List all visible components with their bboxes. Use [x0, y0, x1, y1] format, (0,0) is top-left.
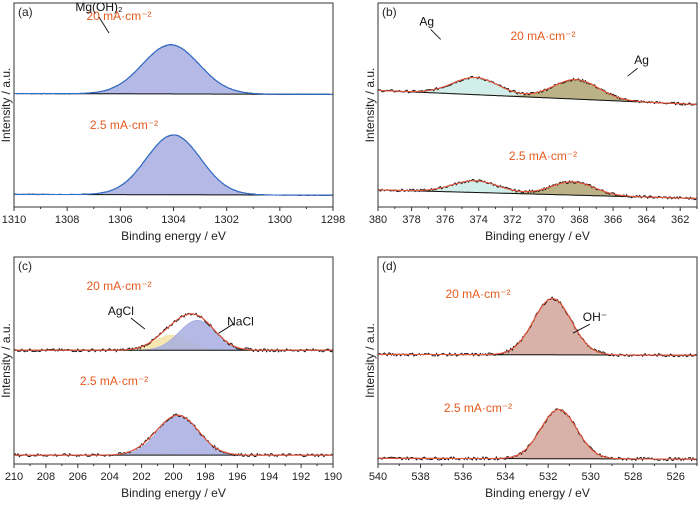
panel-label: (a) [18, 5, 33, 19]
peak-annotation-1: AgCl [108, 304, 134, 318]
x-tick-label: 210 [5, 471, 23, 483]
x-tick-label: 532 [539, 471, 557, 483]
x-tick-label: 534 [496, 471, 514, 483]
x-tick-label: 372 [503, 214, 521, 226]
peak-component-2-1 [14, 134, 333, 196]
peak-annotation-1: Ag [419, 14, 434, 28]
x-tick-label: 190 [324, 471, 342, 483]
x-tick-label: 204 [101, 471, 119, 483]
x-tick-label: 378 [402, 214, 420, 226]
annotation-arrow [130, 317, 146, 330]
x-tick-label: 1300 [268, 214, 292, 226]
x-tick-label: 200 [164, 471, 182, 483]
plot-frame [377, 256, 698, 465]
x-tick-label: 538 [411, 471, 429, 483]
condition-label-1: 20 mA·cm⁻² [86, 279, 151, 293]
x-tick-label: 194 [260, 471, 278, 483]
x-tick-label: 368 [570, 214, 588, 226]
panel-label: (b) [382, 5, 397, 19]
x-tick-label: 528 [624, 471, 642, 483]
peak-component-1-1 [378, 298, 697, 356]
fit-envelope-2 [14, 414, 333, 456]
condition-label-2: 2.5 mA·cm⁻² [90, 118, 158, 132]
annotation-arrow [218, 322, 235, 334]
raw-spectrum-2 [377, 408, 698, 462]
x-tick-label: 530 [581, 471, 599, 483]
x-tick-label: 374 [470, 214, 488, 226]
x-tick-label: 536 [454, 471, 472, 483]
condition-label-1: 20 mA·cm⁻² [445, 287, 510, 301]
x-tick-label: 364 [637, 214, 655, 226]
x-axis-label: Binding energy / eV [485, 229, 590, 243]
peak-annotation-1: OH⁻ [583, 310, 607, 324]
x-tick-label: 540 [369, 471, 387, 483]
condition-label-2: 2.5 mA·cm⁻² [509, 149, 577, 163]
x-tick-label: 376 [436, 214, 454, 226]
annotation-arrow [98, 16, 110, 34]
x-tick-label: 370 [537, 214, 555, 226]
fit-envelope-1 [14, 313, 333, 351]
peak-annotation-2: Ag [634, 53, 649, 67]
panel-3: 20 mA·cm⁻² 2.5 mA·cm⁻² 210 208 206 204 202 200 1… [0, 256, 342, 500]
y-axis-label: Intensity / a.u. [0, 323, 13, 398]
fit-envelope-2 [14, 134, 333, 196]
fit-envelope-2 [378, 180, 697, 199]
peak-annotation-2: NaCl [227, 314, 254, 328]
x-tick-label: 1304 [161, 214, 185, 226]
x-tick-label: 196 [228, 471, 246, 483]
condition-label-2: 2.5 mA·cm⁻² [444, 401, 512, 415]
x-tick-label: 208 [37, 471, 55, 483]
y-axis-label: Intensity / a.u. [0, 68, 13, 143]
condition-label-1: 20 mA·cm⁻² [510, 29, 575, 43]
x-tick-label: 1310 [2, 214, 26, 226]
panel-2: 20 mA·cm⁻² 2.5 mA·cm⁻² 380 378 376 374 372 370 3… [363, 2, 698, 243]
x-tick-label: 1302 [214, 214, 238, 226]
y-axis-label: Intensity / a.u. [363, 323, 377, 398]
x-tick-label: 192 [292, 471, 310, 483]
x-axis-label: Binding energy / eV [485, 486, 590, 500]
annotation-arrow [430, 29, 442, 40]
x-axis-label: Binding energy / eV [121, 486, 226, 500]
x-tick-label: 202 [132, 471, 150, 483]
x-tick-label: 1298 [321, 214, 345, 226]
panel-4: 20 mA·cm⁻² 2.5 mA·cm⁻² 540 538 536 534 532 530 5… [363, 256, 698, 500]
fit-envelope-1 [14, 44, 333, 95]
x-tick-label: 198 [196, 471, 214, 483]
fit-envelope-1 [378, 297, 697, 356]
panel-label: (c) [18, 259, 32, 273]
peak-component-2-2 [14, 415, 333, 456]
condition-label-1: 20 mA·cm⁻² [86, 9, 151, 23]
panel-label: (d) [382, 259, 397, 273]
peak-annotation-1: Mg(OH)₂ [75, 0, 123, 14]
x-tick-label: 1306 [108, 214, 132, 226]
peak-component-1-1 [14, 44, 333, 95]
x-tick-label: 366 [604, 214, 622, 226]
x-tick-label: 206 [69, 471, 87, 483]
x-tick-label: 1308 [55, 214, 79, 226]
annotation-arrow [572, 323, 591, 334]
fit-envelope-2 [378, 408, 697, 460]
condition-label-2: 2.5 mA·cm⁻² [80, 374, 148, 388]
x-tick-label: 526 [667, 471, 685, 483]
annotation-arrow [627, 67, 638, 77]
plot-frame [377, 2, 698, 208]
x-tick-label: 362 [671, 214, 689, 226]
panel-1: 20 mA·cm⁻² 2.5 mA·cm⁻² 1310 1308 1306 1304 130… [0, 0, 345, 243]
y-axis-label: Intensity / a.u. [363, 68, 377, 143]
fit-envelope-1 [377, 76, 697, 105]
x-tick-label: 380 [369, 214, 387, 226]
x-axis-label: Binding energy / eV [121, 229, 226, 243]
